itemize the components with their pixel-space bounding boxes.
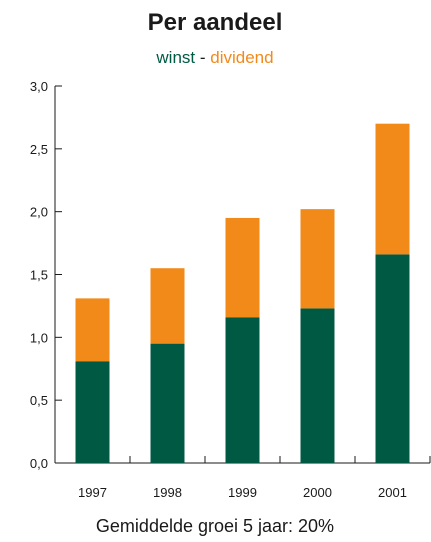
chart-legend: winst - dividend	[155, 48, 273, 67]
x-tick-label: 1998	[153, 485, 182, 500]
legend-item-dividend: dividend	[210, 48, 273, 67]
x-tick-label: 2000	[303, 485, 332, 500]
bar-winst-1998	[150, 343, 185, 463]
bar-dividend-1999	[225, 217, 260, 318]
bar-winst-1999	[225, 317, 260, 463]
bar-winst-2001	[375, 254, 410, 463]
chart-footnote: Gemiddelde groei 5 jaar: 20%	[96, 516, 334, 536]
y-tick-label: 0,5	[30, 393, 48, 408]
y-tick-label: 3,0	[30, 79, 48, 94]
y-tick-label: 2,5	[30, 142, 48, 157]
bar-dividend-1998	[150, 268, 185, 344]
chart-title: Per aandeel	[148, 9, 283, 36]
plot-area: 0,0 0,5 1,0 1,5 2,0 2,5 3,0 1997 1998 1999 2000 200…	[30, 79, 431, 500]
y-tick-label: 0,0	[30, 456, 48, 471]
x-tick-label: 1997	[78, 485, 107, 500]
y-tick-label: 2,0	[30, 205, 48, 220]
x-tick-label: 1999	[228, 485, 257, 500]
bar-winst-2000	[300, 308, 335, 463]
bar-dividend-1997	[75, 298, 110, 362]
y-tick-label: 1,5	[30, 268, 48, 283]
x-tick-label: 2001	[378, 485, 407, 500]
bar-dividend-2001	[375, 123, 410, 255]
legend-separator: -	[195, 48, 210, 67]
bar-winst-1997	[75, 361, 110, 463]
y-tick-label: 1,0	[30, 330, 48, 345]
legend-item-winst: winst	[155, 48, 195, 67]
bar-dividend-2000	[300, 209, 335, 309]
